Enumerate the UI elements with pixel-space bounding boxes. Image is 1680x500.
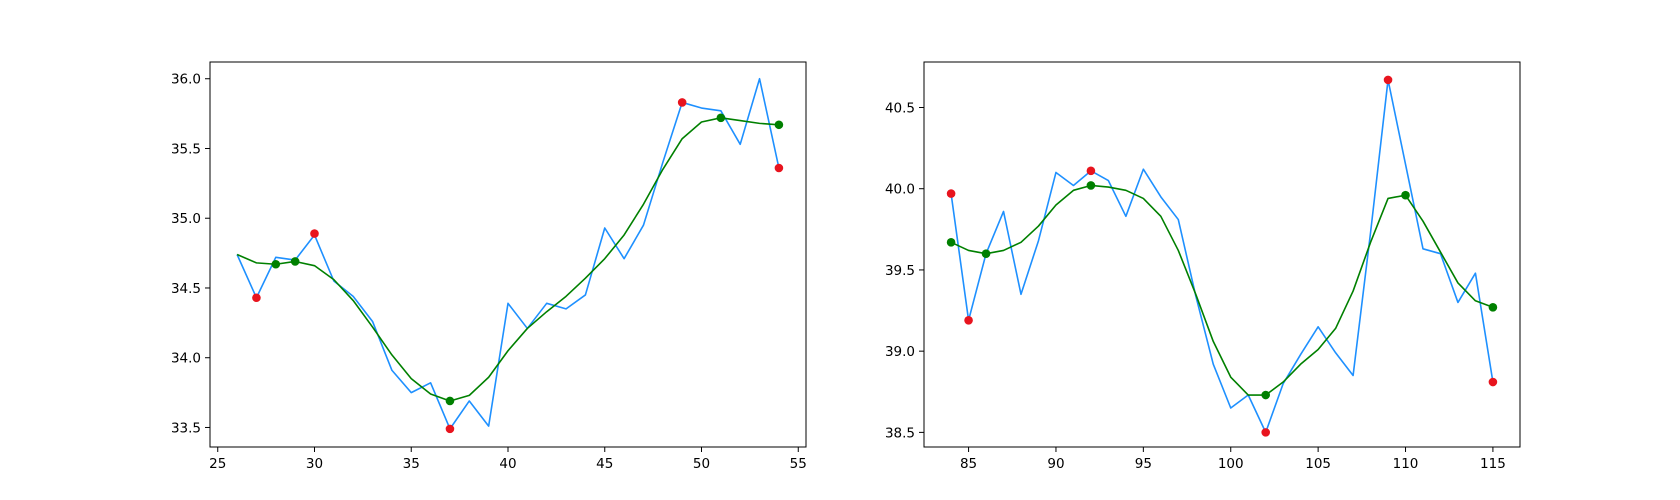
y-tick-label: 35.0: [171, 211, 201, 227]
y-tick-label: 40.0: [885, 182, 915, 198]
x-tick-label: 45: [596, 456, 613, 472]
y-tick-label: 33.5: [171, 420, 201, 436]
left-subplot: 25 30 35 40 45 50 55 33.5 34.0 34.5 35.0 35.5 36.0: [171, 61, 807, 472]
right-subplot: 85 90 95 100 105 110 115 38.5 39.0 39.5 40.0 40.5: [885, 61, 1521, 472]
y-tick-label: 34.5: [171, 281, 201, 297]
green-marker-point: [445, 396, 455, 406]
x-tick-label: 95: [1135, 456, 1152, 472]
red-marker-point: [946, 189, 956, 198]
y-tick-label: 40.5: [885, 100, 915, 116]
green-marker-point: [1488, 303, 1498, 312]
y-tick-label: 34.0: [171, 351, 201, 367]
x-tick-label: 25: [209, 456, 226, 472]
green-marker-point: [774, 120, 784, 130]
x-tick-label: 85: [960, 456, 977, 472]
green-marker-point: [981, 249, 991, 258]
y-tick-label: 39.0: [885, 344, 915, 360]
green-marker-point: [271, 259, 281, 269]
red-marker-point: [1488, 377, 1498, 387]
y-tick-label: 38.5: [885, 425, 915, 441]
red-marker-point: [310, 229, 319, 238]
red-marker-point: [252, 293, 261, 303]
red-marker-point: [964, 315, 973, 325]
raw-line-series: [950, 79, 1494, 434]
red-marker-point: [774, 163, 784, 173]
green-marker-point: [946, 238, 956, 247]
red-marker-point: [1086, 166, 1096, 176]
x-tick-label: 110: [1393, 456, 1419, 472]
x-tick-label: 55: [790, 456, 807, 472]
red-marker-point: [1383, 75, 1393, 85]
x-tick-label: 50: [693, 456, 710, 472]
red-marker-point: [1261, 428, 1270, 437]
y-tick-label: 39.5: [885, 263, 915, 279]
red-marker-point: [677, 98, 687, 107]
red-marker-point: [445, 424, 455, 434]
x-tick-label: 35: [403, 456, 420, 472]
green-marker-point: [290, 257, 300, 266]
green-marker-point: [716, 113, 726, 123]
x-tick-label: 40: [499, 456, 516, 472]
green-marker-point: [1086, 181, 1096, 190]
x-tick-label: 115: [1480, 456, 1506, 472]
green-marker-point: [1261, 390, 1270, 400]
x-tick-label: 90: [1047, 456, 1064, 472]
green-marker-point: [1401, 190, 1410, 200]
x-tick-label: 105: [1305, 456, 1331, 472]
x-tick-label: 100: [1218, 456, 1244, 472]
smoothed-line-series: [236, 117, 779, 402]
raw-line-series: [236, 77, 780, 430]
x-tick-label: 30: [306, 456, 323, 472]
axes-frame: [923, 61, 1521, 448]
y-tick-label: 36.0: [171, 72, 201, 88]
y-tick-label: 35.5: [171, 141, 201, 157]
